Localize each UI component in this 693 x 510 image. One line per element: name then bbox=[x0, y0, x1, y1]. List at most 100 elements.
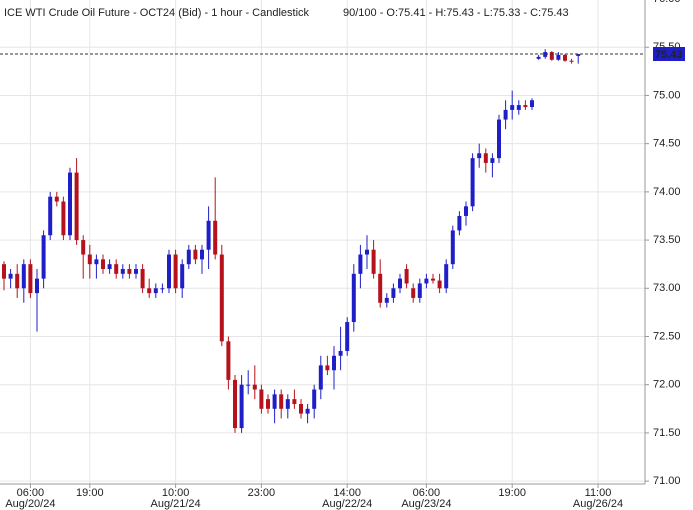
candle-body bbox=[503, 109, 508, 120]
candle-body bbox=[186, 249, 191, 265]
candle-body bbox=[411, 288, 416, 298]
candle-body bbox=[246, 384, 251, 386]
candle-body bbox=[431, 278, 435, 281]
candle-body bbox=[391, 288, 396, 298]
candle-body bbox=[332, 355, 336, 371]
candle-body bbox=[21, 264, 26, 289]
x-tick-label: 23:00 bbox=[248, 487, 276, 499]
candle-body bbox=[497, 119, 501, 159]
x-tick-label: 14:00 bbox=[333, 487, 361, 499]
candle-body bbox=[120, 268, 125, 274]
candle-body bbox=[28, 264, 33, 294]
candle-body bbox=[127, 268, 132, 274]
y-tick-label: 73.50 bbox=[653, 234, 681, 246]
candle-body bbox=[371, 249, 376, 274]
candle-body bbox=[68, 172, 72, 236]
x-tick-label: 06:00 bbox=[413, 487, 441, 499]
candle-body bbox=[41, 235, 46, 279]
candle-body bbox=[87, 254, 92, 265]
y-tick-label: 72.00 bbox=[653, 379, 681, 391]
y-tick-label: 73.00 bbox=[653, 282, 681, 294]
candle-body bbox=[523, 105, 528, 108]
candle-body bbox=[140, 268, 145, 289]
candle-body bbox=[470, 158, 475, 207]
candle-body bbox=[35, 278, 39, 294]
x-date-label: Aug/21/24 bbox=[151, 498, 201, 510]
candle-body bbox=[147, 288, 152, 294]
candle-body bbox=[239, 384, 244, 429]
candle-body bbox=[285, 399, 290, 409]
ohlc-info: 90/100 - O:75.41 - H:75.43 - L:75.33 - C… bbox=[343, 7, 569, 19]
candle-body bbox=[569, 60, 574, 62]
candle-body bbox=[351, 273, 356, 323]
candle-body bbox=[81, 240, 86, 255]
candle-body bbox=[305, 408, 310, 414]
candle-body bbox=[173, 254, 178, 289]
candle-body bbox=[180, 264, 185, 289]
x-date-label: Aug/22/24 bbox=[322, 498, 372, 510]
candle-body bbox=[338, 350, 343, 356]
candle-body bbox=[378, 273, 383, 303]
last-price-box bbox=[653, 46, 685, 61]
candle-body bbox=[417, 283, 422, 298]
candle-body bbox=[94, 259, 99, 265]
y-tick-label: 75.00 bbox=[653, 89, 681, 101]
candle-body bbox=[464, 206, 468, 216]
candle-body bbox=[114, 264, 119, 274]
x-tick-label: 19:00 bbox=[76, 487, 104, 499]
y-tick-label: 74.50 bbox=[653, 138, 681, 150]
candle-body bbox=[15, 273, 20, 289]
x-tick-label: 11:00 bbox=[585, 487, 612, 499]
x-tick-label: 06:00 bbox=[17, 487, 45, 499]
candle-body bbox=[153, 288, 158, 294]
candle-body bbox=[2, 264, 6, 279]
candle-body bbox=[365, 249, 369, 255]
x-date-label: Aug/20/24 bbox=[5, 498, 55, 510]
last-price-label: 75.43 bbox=[655, 49, 683, 61]
candle-body bbox=[530, 100, 534, 108]
candle-body bbox=[404, 268, 409, 284]
candle-body bbox=[318, 365, 323, 390]
candle-body bbox=[252, 384, 257, 390]
candle-body bbox=[213, 220, 218, 255]
candle-body bbox=[279, 394, 284, 409]
candle-body bbox=[444, 264, 449, 289]
candle-body bbox=[477, 153, 482, 159]
candle-body bbox=[358, 254, 363, 274]
candle-body bbox=[200, 249, 204, 260]
candle-body bbox=[576, 53, 581, 56]
candle-body bbox=[483, 153, 488, 163]
y-tick-label: 72.50 bbox=[653, 330, 681, 342]
candle-body bbox=[292, 399, 297, 404]
y-tick-label: 74.00 bbox=[653, 186, 681, 198]
candle-body bbox=[167, 254, 171, 289]
candle-body bbox=[206, 220, 211, 250]
candle-body bbox=[54, 196, 59, 202]
y-tick-label: 76.00 bbox=[653, 0, 681, 5]
candle-body bbox=[299, 403, 303, 414]
candle-body bbox=[8, 273, 13, 279]
chart-title: ICE WTI Crude Oil Future - OCT24 (Bid) -… bbox=[4, 7, 310, 19]
candle-body bbox=[516, 105, 521, 110]
candle-body bbox=[61, 201, 66, 236]
candle-body bbox=[556, 54, 561, 60]
candle-body bbox=[107, 264, 112, 269]
candle-body bbox=[510, 105, 515, 110]
candle-body bbox=[266, 399, 270, 409]
x-date-label: Aug/23/24 bbox=[401, 498, 451, 510]
candle-body bbox=[549, 52, 554, 60]
candle-body bbox=[384, 297, 389, 303]
candle-body bbox=[536, 56, 541, 59]
candle-body bbox=[259, 389, 264, 409]
x-date-label: Aug/26/24 bbox=[573, 498, 623, 510]
x-tick-label: 10:00 bbox=[162, 487, 190, 499]
candle-body bbox=[450, 230, 455, 265]
candle-body bbox=[160, 288, 165, 290]
candle-body bbox=[226, 341, 231, 380]
candle-body bbox=[437, 280, 442, 289]
candle-body bbox=[345, 322, 350, 351]
candle-body bbox=[424, 278, 429, 284]
candle-body bbox=[134, 268, 138, 274]
